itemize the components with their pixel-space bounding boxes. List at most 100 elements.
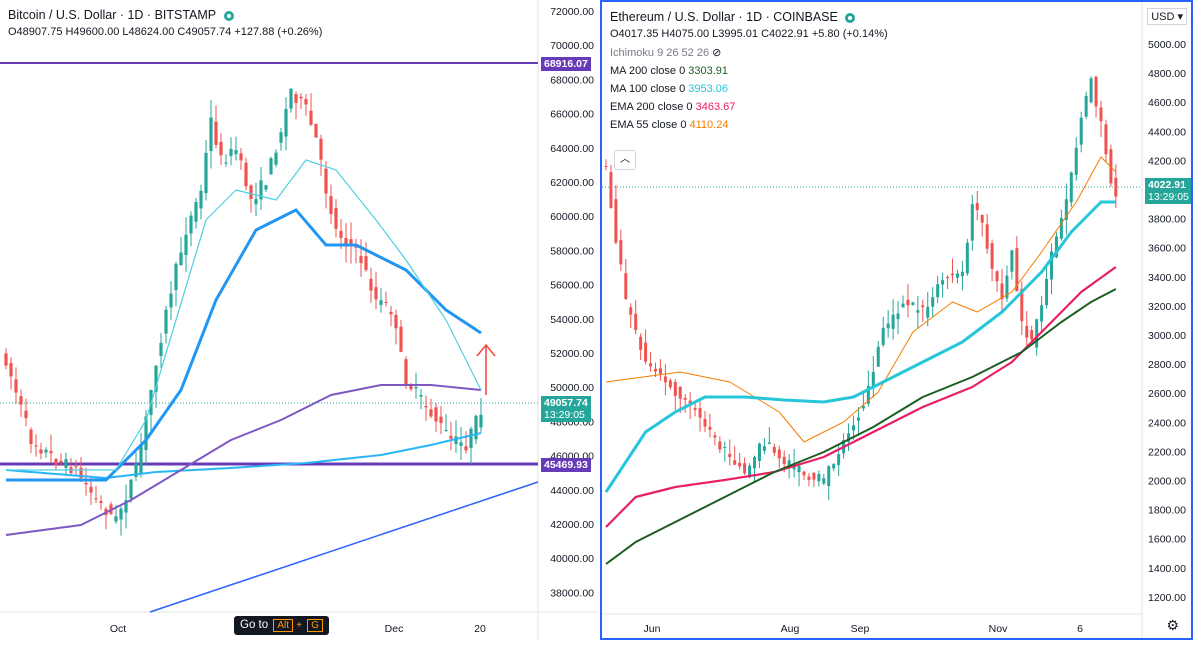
indicator-row[interactable]: MA 200 close 0 3303.91 <box>610 65 888 77</box>
btc-candle <box>234 150 238 155</box>
eth-candle <box>1025 325 1029 338</box>
eth-candle <box>757 443 761 461</box>
indicator-label: MA 100 close 0 <box>610 83 689 95</box>
eth-candle <box>658 368 662 375</box>
eth-time-tick: Aug <box>781 623 800 635</box>
goto-date-button[interactable]: Go to Alt + G <box>234 616 330 635</box>
currency-select[interactable]: USD ▾ <box>1147 8 1187 25</box>
market-open-icon <box>845 12 856 23</box>
eth-candle <box>609 172 613 208</box>
btc-price-tick: 64000.00 <box>550 143 594 155</box>
btc-price-tick: 54000.00 <box>550 314 594 326</box>
eth-candle <box>856 417 860 421</box>
eth-candle <box>1084 96 1088 117</box>
eth-candle <box>797 465 801 473</box>
eth-candle <box>1020 288 1024 322</box>
eth-time-tick: Sep <box>851 623 870 635</box>
eth-candle <box>1059 217 1063 239</box>
eth-candle <box>901 303 905 308</box>
eth-candle <box>812 472 816 480</box>
eth-candle <box>866 385 870 404</box>
indicator-row[interactable]: Ichimoku 9 26 52 26 ⊘ <box>610 46 888 59</box>
eth-candle <box>1074 147 1078 175</box>
eth-ohlc: O4017.35 H4075.00 L3995.01 C4022.91 +5.8… <box>610 28 888 40</box>
settings-gear-icon[interactable]: ⚙ <box>1166 617 1179 633</box>
eth-candle <box>673 381 677 396</box>
btc-candle <box>9 363 13 377</box>
eth-candle <box>782 456 786 465</box>
eth-ma200 <box>605 288 1117 565</box>
btc-candle <box>209 117 213 152</box>
indicator-list: Ichimoku 9 26 52 26 ⊘ MA 200 close 0 3303… <box>610 46 888 131</box>
btc-candle <box>434 407 438 422</box>
btc-ma-blue <box>6 208 482 482</box>
btc-price-tick: 62000.00 <box>550 177 594 189</box>
btc-candle <box>384 301 388 303</box>
eth-candle <box>1040 305 1044 322</box>
btc-candle <box>274 152 278 165</box>
eth-price-tick: 3800.00 <box>1148 214 1186 226</box>
btc-candle <box>439 416 443 424</box>
btc-candle <box>99 501 103 504</box>
btc-candle <box>479 414 483 428</box>
eth-chart-panel[interactable]: 5000.004800.004600.004400.004200.004000.… <box>600 0 1193 640</box>
btc-candle <box>419 395 423 397</box>
btc-trendline <box>149 481 539 613</box>
eth-ma100 <box>604 200 1116 493</box>
eth-candle <box>931 297 935 307</box>
eth-price-tick: 3000.00 <box>1148 330 1186 342</box>
eth-candle <box>1104 124 1108 155</box>
eth-price-tick: 1200.00 <box>1148 592 1186 604</box>
btc-candle <box>429 409 433 417</box>
btc-candle <box>424 406 428 408</box>
eth-candle <box>693 408 697 410</box>
btc-candle <box>144 416 148 451</box>
eth-price-tick: 3600.00 <box>1148 243 1186 255</box>
eth-candle <box>951 273 954 276</box>
eth-chart-canvas[interactable]: 5000.004800.004600.004400.004200.004000.… <box>602 2 1192 640</box>
eth-candle <box>936 284 940 298</box>
eth-candle <box>1114 177 1118 197</box>
btc-candle <box>179 252 183 266</box>
eth-candle <box>1089 78 1093 103</box>
btc-high-line-tag: 68916.07 <box>541 57 591 71</box>
eth-candle <box>871 371 875 389</box>
eth-ema200 <box>605 266 1117 528</box>
btc-candle <box>314 123 318 138</box>
eth-candle <box>827 466 831 487</box>
btc-ma-light <box>5 432 482 480</box>
btc-symbol-title[interactable]: Bitcoin / U.S. Dollar · 1D · BITSTAMP <box>8 8 217 22</box>
eth-candle <box>663 376 667 383</box>
eth-candle <box>916 310 920 313</box>
btc-candle <box>399 326 403 352</box>
eth-candle <box>896 313 900 320</box>
btc-candle <box>304 98 308 105</box>
btc-ma-purple <box>5 384 482 536</box>
eth-candle <box>629 307 633 315</box>
btc-candle <box>324 168 328 194</box>
btc-candle <box>414 386 418 389</box>
btc-time-tick: Oct <box>110 623 126 635</box>
indicator-row[interactable]: MA 100 close 0 3953.06 <box>610 83 888 95</box>
eth-symbol-title[interactable]: Ethereum / U.S. Dollar · 1D · COINBASE <box>610 10 838 24</box>
btc-candle <box>64 459 68 468</box>
btc-chart-panel[interactable]: 72000.00 70000.00 68000.00 66000.00 64000.00… <box>0 0 598 646</box>
eth-candle <box>970 204 974 241</box>
eth-candle <box>847 433 851 442</box>
btc-price-tick: 42000.00 <box>550 519 594 531</box>
collapse-legend-button[interactable]: ︿ <box>614 150 636 170</box>
btc-chart-canvas[interactable]: 72000.00 70000.00 68000.00 66000.00 64000.00… <box>0 0 598 646</box>
btc-low-line-tag: 45469.93 <box>541 458 591 472</box>
btc-candle <box>444 429 448 431</box>
btc-candle <box>379 300 383 305</box>
indicator-row[interactable]: EMA 55 close 0 4110.24 <box>610 119 888 131</box>
btc-candle <box>89 486 93 493</box>
eth-candle <box>723 447 727 449</box>
eth-candle <box>960 271 964 277</box>
indicator-row[interactable]: EMA 200 close 0 3463.67 <box>610 101 888 113</box>
eth-candle <box>822 478 826 484</box>
btc-price-value: 49057.74 <box>544 397 588 409</box>
btc-candle <box>29 429 33 445</box>
eth-candle <box>1050 251 1053 280</box>
eth-candle <box>911 302 915 306</box>
